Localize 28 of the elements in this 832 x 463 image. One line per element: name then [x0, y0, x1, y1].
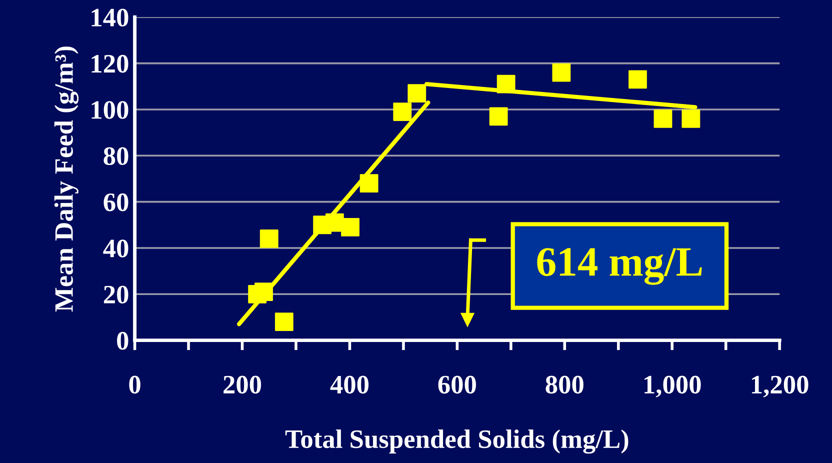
- y-tick-label: 20: [104, 286, 128, 304]
- x-tick-label: 1,200: [752, 376, 808, 398]
- x-tick-label: 400: [330, 376, 369, 394]
- y-tick-label: 60: [104, 193, 128, 212]
- x-tick-label: 600: [438, 376, 476, 394]
- y-axis-title: Mean Daily Feed (g/m³): [54, 46, 79, 312]
- point: [341, 218, 360, 236]
- point: [489, 107, 508, 126]
- annotation: 614 mg/L: [537, 248, 702, 285]
- x-axis-title: Total Suspended Solids (mg/L): [285, 430, 628, 454]
- point: [552, 63, 571, 82]
- point: [654, 110, 672, 128]
- x-tick-label: 1,000: [644, 376, 701, 398]
- y-tick-label: 40: [103, 240, 128, 258]
- y-tick-label: 80: [104, 147, 128, 166]
- y-tick-label: 0: [117, 332, 128, 350]
- point: [408, 84, 426, 103]
- point: [274, 312, 294, 332]
- point: [628, 70, 647, 89]
- x-tick-label: 200: [224, 376, 262, 394]
- x-tick-label: 800: [546, 376, 584, 394]
- point: [682, 110, 700, 128]
- point: [260, 230, 278, 248]
- y-tick-label: 120: [92, 54, 128, 73]
- y-tick-label: 140: [92, 8, 128, 27]
- point: [393, 102, 412, 121]
- y-tick-label: 100: [92, 101, 128, 119]
- x-tick-label: 0: [129, 376, 140, 394]
